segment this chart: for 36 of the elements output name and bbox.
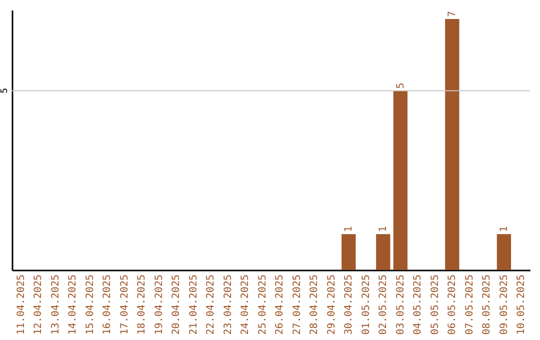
x-tick-label: 15.04.2025 bbox=[84, 274, 96, 335]
data-label: 1 bbox=[378, 226, 390, 232]
x-tick-label: 01.05.2025 bbox=[360, 274, 372, 335]
x-tick-label: 06.05.2025 bbox=[447, 274, 458, 335]
x-tick-label: 05.05.2025 bbox=[430, 274, 441, 335]
x-tick-label: 29.04.2025 bbox=[326, 274, 338, 335]
x-tick-label: 02.05.2025 bbox=[378, 274, 390, 335]
x-tick-label: 24.04.2025 bbox=[240, 274, 252, 335]
x-tick-label: 03.05.2025 bbox=[395, 274, 406, 335]
data-label: 5 bbox=[395, 82, 406, 89]
x-tick-label: 23.04.2025 bbox=[222, 274, 234, 335]
x-tick-label: 10.05.2025 bbox=[516, 274, 528, 335]
data-label: 1 bbox=[344, 226, 355, 232]
x-tick-label: 21.04.2025 bbox=[188, 274, 200, 335]
x-tick-label: 18.04.2025 bbox=[136, 274, 148, 335]
x-tick-label: 26.04.2025 bbox=[274, 274, 286, 335]
data-label: 7 bbox=[447, 10, 458, 17]
x-tick-label: 28.04.2025 bbox=[309, 274, 320, 335]
x-tick-label: 08.05.2025 bbox=[482, 274, 493, 335]
x-tick-label: 19.04.2025 bbox=[154, 274, 165, 335]
x-tick-label: 13.04.2025 bbox=[50, 274, 62, 335]
x-tick-label: 22.04.2025 bbox=[206, 274, 217, 335]
x-tick-label: 07.05.2025 bbox=[464, 274, 476, 335]
x-tick-label: 04.05.2025 bbox=[412, 274, 424, 335]
x-tick-label: 20.04.2025 bbox=[171, 274, 182, 335]
ref-line-label: 5 bbox=[0, 88, 10, 94]
x-tick-label: 14.04.2025 bbox=[68, 274, 79, 335]
x-tick-label: 17.04.2025 bbox=[119, 274, 130, 335]
data-label: 1 bbox=[498, 226, 510, 232]
x-tick-label: 09.05.2025 bbox=[498, 274, 510, 335]
x-tick-label: 27.04.2025 bbox=[292, 274, 303, 335]
x-tick-label: 25.04.2025 bbox=[257, 274, 268, 335]
x-tick-label: 11.04.2025 bbox=[16, 274, 27, 335]
x-tick-label: 30.04.2025 bbox=[344, 274, 355, 335]
x-tick-label: 12.04.2025 bbox=[33, 274, 44, 335]
x-tick-label: 16.04.2025 bbox=[102, 274, 114, 335]
